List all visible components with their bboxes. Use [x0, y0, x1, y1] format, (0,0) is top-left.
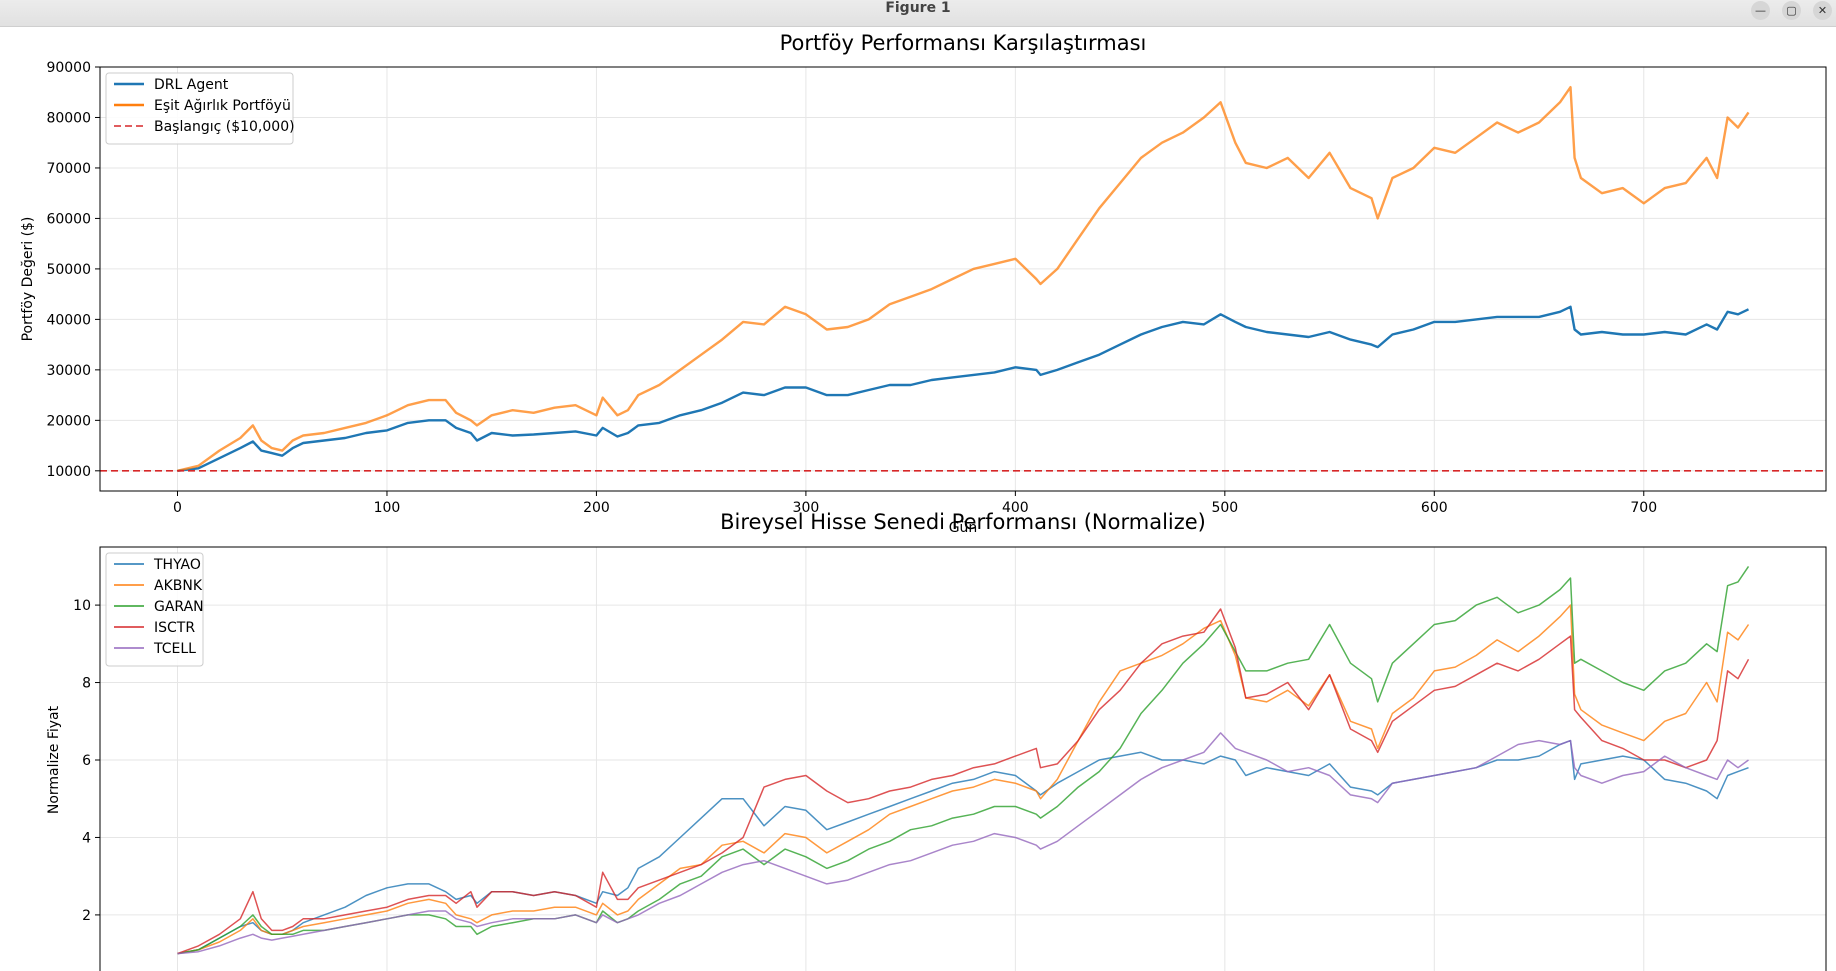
- x-tick-label: 600: [1421, 500, 1448, 516]
- legend-label: Başlangıç ($10,000): [154, 119, 295, 135]
- legend: THYAO AKBNK GARAN ISCTR TCELL: [105, 552, 204, 667]
- axes-frame: [99, 66, 1827, 492]
- y-tick-label: 40000: [46, 312, 91, 328]
- minimize-button[interactable]: —: [1751, 1, 1770, 20]
- y-tick-label: 30000: [46, 363, 91, 379]
- y-axis-label: Portföy Değeri ($): [20, 217, 36, 342]
- series-line-garan: [177, 565, 1750, 955]
- x-tick-label: 200: [583, 500, 610, 516]
- series-group: [177, 565, 1750, 955]
- legend-label: THYAO: [153, 557, 201, 573]
- y-axis-label: Normalize Fiyat: [46, 705, 62, 814]
- legend-label: Eşit Ağırlık Portföyü: [154, 98, 291, 114]
- x-tick-label: 100: [374, 500, 401, 516]
- x-tick-label: 300: [793, 500, 820, 516]
- series-line-tcell: [177, 732, 1749, 955]
- y-tick-label: 80000: [46, 110, 91, 126]
- x-tick-label: 700: [1630, 500, 1657, 516]
- legend-label: DRL Agent: [154, 77, 229, 93]
- maximize-button[interactable]: ▢: [1782, 1, 1801, 20]
- legend-label: AKBNK: [154, 578, 203, 594]
- legend-label: TCELL: [153, 641, 196, 657]
- x-tick-label: 500: [1211, 500, 1238, 516]
- y-tick-label: 60000: [46, 211, 91, 227]
- series-line-thyao: [177, 739, 1749, 955]
- y-tick-label: 90000: [46, 60, 91, 76]
- series-group: [100, 86, 1826, 472]
- legend: DRL Agent Eşit Ağırlık Portföyü Başlangıç …: [105, 72, 295, 145]
- y-tick-label: 50000: [46, 262, 91, 278]
- y-tick-label: 10000: [46, 464, 91, 480]
- y-tick-label: 6: [82, 753, 91, 769]
- window-title: Figure 1: [885, 0, 951, 16]
- x-tick-label: 400: [1002, 500, 1029, 516]
- series-line-e-it-a-rl-k-portf-y-: [177, 86, 1750, 472]
- y-tick-label: 4: [82, 830, 91, 846]
- y-tick-label: 10: [73, 598, 91, 614]
- series-line-isctr: [177, 608, 1750, 955]
- y-tick-label: 20000: [46, 413, 91, 429]
- x-axis-label: Gün: [949, 520, 978, 536]
- legend-label: ISCTR: [154, 620, 195, 636]
- stocks-chart: 0100200300400500600700246810Bireysel His…: [46, 510, 1827, 971]
- legend-label: GARAN: [154, 599, 204, 615]
- series-line-akbnk: [177, 604, 1750, 955]
- chart-title: Portföy Performansı Karşılaştırması: [780, 31, 1147, 55]
- y-tick-label: 2: [82, 908, 91, 924]
- close-button[interactable]: ✕: [1813, 1, 1832, 20]
- chart-title: Bireysel Hisse Senedi Performansı (Norma…: [720, 510, 1206, 534]
- window-titlebar: Figure 1 — ▢ ✕: [0, 0, 1836, 27]
- y-tick-label: 70000: [46, 161, 91, 177]
- legend-box: [105, 552, 204, 667]
- series-line-drl-agent: [177, 305, 1750, 472]
- figure-canvas: 0 100 200 300 400 500 600 700 10000 20000 30000 400…: [20, 31, 1827, 971]
- portfolio-chart: 0 100 200 300 400 500 600 700 10000 20000 30000 400…: [20, 31, 1827, 536]
- axes-frame: [99, 546, 1827, 971]
- y-tick-label: 8: [82, 676, 91, 692]
- x-tick-label: 0: [173, 500, 182, 516]
- legend-box: [105, 72, 294, 145]
